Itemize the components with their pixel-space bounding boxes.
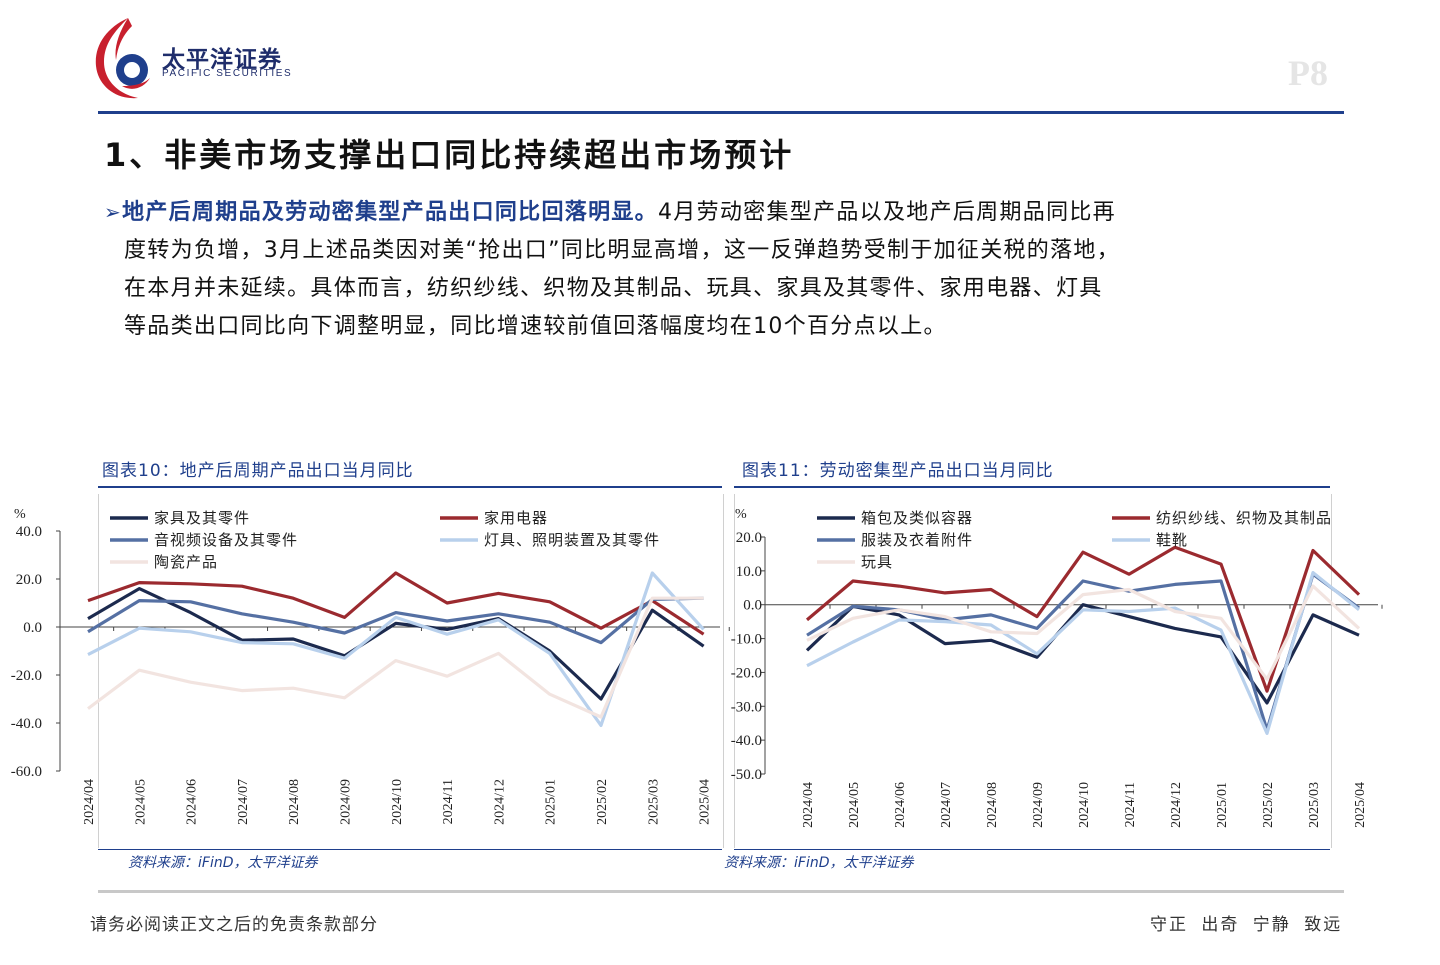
x-tick-label: 2024/12 (1169, 782, 1184, 828)
figure-10-chart: % 40.0 20.0 0.0 -20.0 -40.0 -60.0 2024/04 2024/0… (11, 507, 730, 825)
y-tick-label: 40.0 (16, 524, 42, 540)
paragraph-lead: 地产后周期品及劳动密集型产品出口同比回落明显。 (122, 200, 658, 225)
series-line-3 (87, 596, 704, 645)
figure-10-chart-frame (98, 494, 724, 848)
page-number: P8 (1288, 53, 1328, 93)
footer-disclaimer: 请务必阅读正文之后的免责条款部分 (90, 915, 378, 935)
legend-label: 箱包及类似容器 (861, 509, 973, 527)
body-paragraph: ➢地产后周期品及劳动密集型产品出口同比回落明显。4月劳动密集型产品以及地产后周期… (104, 193, 1344, 346)
series-line-1 (805, 603, 1360, 705)
y-tick-label: -40.0 (731, 733, 762, 749)
x-tick-label: 2024/08 (287, 779, 302, 825)
series-line-4 (87, 571, 705, 727)
series-line-5 (87, 596, 704, 719)
x-tick-label: 2024/12 (492, 779, 507, 825)
legend-label: 玩具 (861, 553, 893, 571)
x-tick-label: 2025/04 (698, 779, 713, 825)
x-tick-label: 2024/11 (1123, 782, 1138, 827)
x-tick-label: 2024/08 (985, 782, 1000, 828)
legend-label: 家具及其零件 (154, 509, 250, 527)
y-axis-unit-label: % (14, 507, 26, 522)
y-tick-label: -50.0 (731, 767, 762, 783)
figure-11-chart: % 20.0 10.0 0.0 -10.0 -20.0 -30.0 -40.0 -50.0 202… (731, 507, 1383, 828)
x-tick-label: 2024/06 (893, 782, 908, 828)
legend-label: 家用电器 (484, 509, 548, 527)
y-tick-label: 0.0 (23, 620, 42, 636)
logo-text-cn: 太平洋证券 (162, 47, 282, 73)
y-tick-label: -60.0 (11, 764, 42, 780)
x-tick-label: 2025/02 (1261, 782, 1276, 828)
x-tick-label: 2024/05 (847, 782, 862, 828)
x-tick-label: 2024/07 (236, 779, 251, 825)
x-tick-label: 2025/04 (1353, 782, 1368, 828)
figure-11-title: 图表11：劳动密集型产品出口当月同比 (742, 461, 1054, 481)
company-logo (88, 14, 298, 104)
y-tick-label: -40.0 (11, 716, 42, 732)
section-title: 1、非美市场支撑出口同比持续超出市场预计 (104, 136, 795, 174)
x-tick-label: 2025/03 (646, 779, 661, 825)
x-tick-label: 2025/02 (595, 779, 610, 825)
x-tick-label: 2025/03 (1307, 782, 1322, 828)
footer-motto: 守正 出奇 宁静 致远 (1150, 915, 1343, 935)
x-tick-label: 2024/09 (339, 779, 354, 825)
x-tick-label: 2024/04 (82, 779, 97, 825)
figure-10-source-rule (98, 849, 722, 850)
y-tick-label: 20.0 (736, 530, 762, 546)
legend-label: 鞋靴 (1156, 531, 1188, 549)
paragraph-line2: 度转为负增，3月上述品类因对美“抢出口”同比明显高增，这一反弹趋势受制于加征关税… (124, 238, 1120, 263)
figure-11-chart-frame (734, 494, 1332, 848)
series-line-5 (806, 584, 1361, 681)
figure-10-rule (98, 486, 722, 488)
series-line-1 (87, 586, 705, 701)
x-tick-label: 2024/10 (390, 779, 405, 825)
figure-10-title: 图表10：地产后周期产品出口当月同比 (102, 461, 414, 481)
y-tick-label: -30.0 (731, 699, 762, 715)
y-axis-unit-label: % (735, 507, 747, 522)
legend-label: 纺织纱线、织物及其制品 (1156, 509, 1332, 527)
header-divider (98, 111, 1344, 114)
x-tick-label: 2024/11 (441, 779, 456, 824)
paragraph-line3: 在本月并未延续。具体而言，纺织纱线、织物及其制品、玩具、家具及其零件、家用电器、… (124, 276, 1103, 301)
figure-11-source-rule (734, 849, 1330, 850)
legend-label: 灯具、照明装置及其零件 (484, 531, 660, 549)
paragraph-line4: 等品类出口同比向下调整明显，同比增速较前值回落幅度均在10个百分点以上。 (124, 314, 947, 339)
x-tick-label: 2024/05 (133, 779, 148, 825)
x-tick-label: 2024/09 (1031, 782, 1046, 828)
figure-10-source: 资料来源：iFinD，太平洋证券 (128, 855, 318, 871)
x-tick-label: 2024/07 (939, 782, 954, 828)
x-tick-label: 2025/01 (1215, 782, 1230, 828)
series-line-2 (805, 545, 1361, 693)
series-line-4 (806, 570, 1361, 735)
bullet-arrow-icon: ➢ (104, 200, 123, 224)
x-tick-label: 2024/06 (185, 779, 200, 825)
y-tick-label: -20.0 (11, 668, 42, 684)
paragraph-line1: 4月劳动密集型产品以及地产后周期品同比再 (657, 200, 1116, 225)
figure-11-rule (734, 486, 1330, 488)
y-tick-label: 0.0 (743, 598, 762, 614)
y-tick-label: 20.0 (16, 572, 42, 588)
legend-label: 服装及衣着附件 (861, 531, 973, 549)
series-line-2 (87, 571, 705, 636)
footer-divider (98, 890, 1344, 893)
y-tick-label: -20.0 (731, 665, 762, 681)
x-tick-label: 2024/04 (801, 782, 816, 828)
figure-11-source: 资料来源：iFinD，太平洋证券 (724, 855, 914, 871)
y-tick-label: 10.0 (736, 564, 762, 580)
y-tick-label: -10.0 (731, 632, 762, 648)
x-tick-label: 2024/10 (1077, 782, 1092, 828)
logo-emblem-icon (95, 18, 150, 99)
logo-text-en: PACIFIC SECURITIES (162, 68, 293, 79)
x-tick-label: 2025/01 (544, 779, 559, 825)
legend-label: 音视频设备及其零件 (154, 531, 298, 549)
legend-label: 陶瓷产品 (154, 553, 218, 571)
